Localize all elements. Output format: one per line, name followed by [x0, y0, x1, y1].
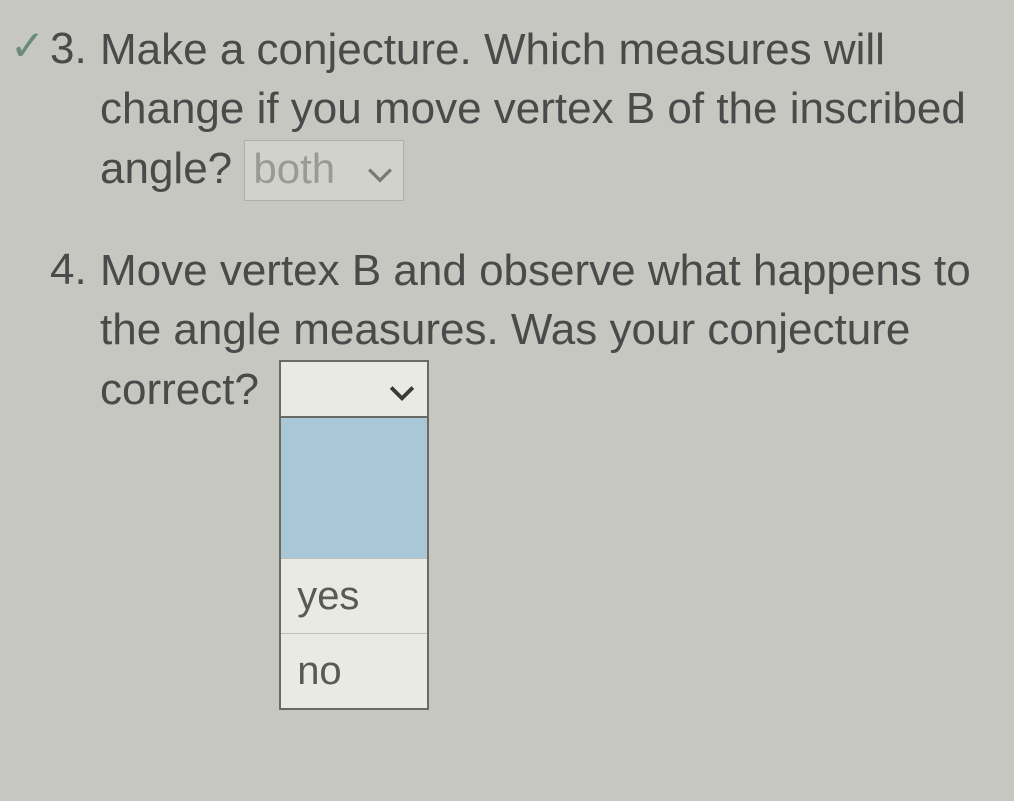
question-3: ✓ 3. Make a conjecture. Which measures w… — [10, 20, 994, 201]
question-3-answer-value: both — [253, 145, 335, 192]
question-3-answer-select[interactable]: both — [244, 140, 404, 201]
checkmark-column-empty — [10, 241, 50, 246]
dropdown-option-yes[interactable]: yes — [281, 558, 427, 633]
question-4-dropdown-container: yes no — [279, 360, 429, 418]
chevron-down-icon — [367, 143, 393, 200]
question-4-prompt: Move vertex B and observe what happens t… — [100, 246, 971, 414]
question-3-prompt: Make a conjecture. Which measures will c… — [100, 25, 966, 193]
dropdown-option-blank[interactable] — [281, 418, 427, 558]
question-4-text: Move vertex B and observe what happens t… — [100, 241, 994, 419]
checkmark-icon: ✓ — [10, 22, 45, 69]
question-4-dropdown[interactable] — [279, 360, 429, 418]
dropdown-option-label: no — [297, 649, 342, 693]
chevron-down-icon — [389, 359, 415, 418]
question-number-4: 4. — [50, 241, 100, 298]
dropdown-option-label: yes — [297, 574, 359, 618]
question-4: 4. Move vertex B and observe what happen… — [10, 241, 994, 419]
question-number-3: 3. — [50, 20, 100, 77]
dropdown-option-no[interactable]: no — [281, 633, 427, 708]
checkmark-column: ✓ — [10, 20, 50, 67]
question-3-text: Make a conjecture. Which measures will c… — [100, 20, 994, 201]
question-4-dropdown-options: yes no — [279, 418, 429, 710]
